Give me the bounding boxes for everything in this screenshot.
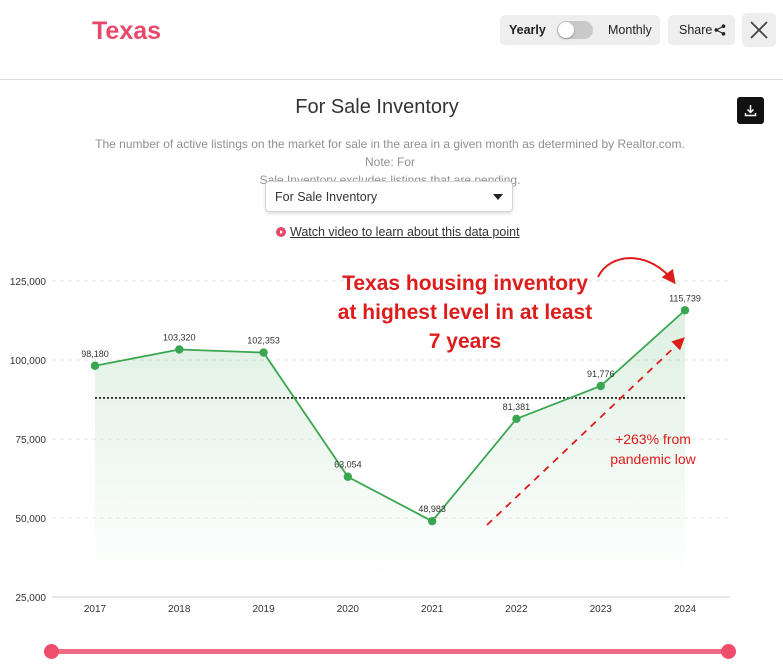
headline-annotation: Texas housing inventory	[342, 272, 588, 295]
data-label: 48,983	[418, 504, 446, 514]
y-tick-label: 75,000	[15, 435, 46, 446]
data-point	[259, 348, 268, 357]
download-icon	[744, 105, 757, 117]
data-point	[343, 472, 353, 481]
range-start-handle[interactable]	[44, 644, 59, 659]
description-line-1: The number of active listings on the mar…	[95, 137, 685, 169]
x-tick-label: 2022	[505, 604, 528, 615]
caret-down-icon	[493, 194, 503, 200]
chart-title: For Sale Inventory	[295, 96, 459, 118]
close-icon	[750, 21, 768, 39]
series-area	[95, 310, 685, 579]
close-button[interactable]	[742, 13, 776, 47]
data-label: 63,054	[334, 460, 362, 470]
x-tick-label: 2023	[590, 604, 613, 615]
metric-select-value: For Sale Inventory	[275, 190, 378, 204]
metric-select[interactable]: For Sale Inventory	[265, 181, 513, 212]
series-line	[94, 309, 686, 523]
x-tick-label: 2019	[252, 604, 275, 615]
inventory-line-chart: 98,180 103,320 102,353 63,054 48,983 81,381 91…	[10, 257, 730, 615]
share-label: Share	[679, 23, 713, 37]
growth-annotation: +263% from	[615, 431, 691, 447]
share-icon	[714, 24, 726, 36]
year-range-slider[interactable]	[44, 642, 736, 662]
toggle-switch[interactable]	[557, 21, 593, 39]
data-point	[680, 306, 690, 315]
x-tick-label: 2024	[674, 604, 697, 615]
trend-arrow	[486, 337, 685, 526]
data-point	[596, 381, 605, 391]
x-tick-label: 2020	[337, 604, 360, 615]
data-point	[512, 414, 521, 424]
data-label: 91,776	[587, 369, 615, 379]
y-tick-label: 25,000	[15, 593, 46, 604]
x-tick-label: 2021	[421, 604, 444, 615]
x-tick-label: 2018	[168, 604, 191, 615]
data-point	[90, 361, 100, 370]
range-end-handle[interactable]	[721, 644, 736, 659]
headline-annotation: 7 years	[429, 330, 501, 353]
toggle-monthly-label[interactable]: Monthly	[608, 23, 652, 37]
watch-video-text[interactable]: Watch video to learn about this data poi…	[290, 225, 520, 239]
data-point	[175, 345, 184, 354]
toggle-yearly-label[interactable]: Yearly	[509, 23, 546, 37]
y-tick-label: 125,000	[10, 277, 47, 288]
header-bar: Texas Yearly Monthly Share	[0, 0, 783, 80]
data-label: 115,739	[669, 293, 701, 303]
range-track[interactable]	[52, 649, 728, 654]
frequency-toggle[interactable]: Yearly Monthly	[500, 15, 660, 45]
data-point	[427, 517, 437, 526]
data-label: 102,353	[247, 336, 280, 346]
play-icon	[276, 227, 286, 237]
data-label: 81,381	[503, 402, 531, 412]
share-button[interactable]: Share	[668, 15, 735, 45]
x-tick-label: 2017	[84, 604, 107, 615]
toggle-knob[interactable]	[558, 22, 574, 38]
growth-annotation: pandemic low	[610, 451, 696, 467]
download-button[interactable]	[737, 97, 764, 124]
data-label: 103,320	[163, 333, 196, 343]
curved-arrow	[597, 257, 676, 285]
data-label: 98,180	[81, 349, 109, 359]
state-title: Texas	[92, 17, 162, 45]
y-tick-label: 100,000	[10, 356, 47, 367]
y-tick-label: 50,000	[15, 514, 46, 525]
headline-annotation: at highest level in at least	[338, 301, 592, 324]
